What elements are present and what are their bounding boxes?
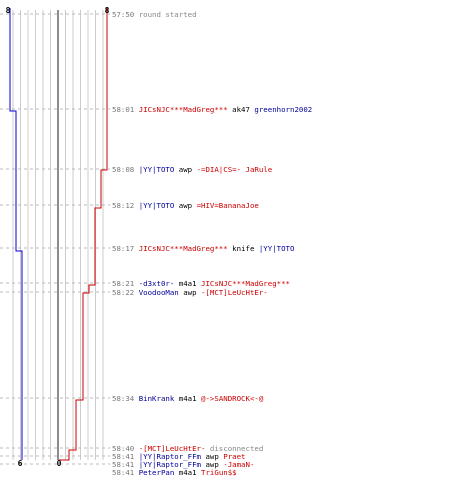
event-text: |YY|TOTO bbox=[138, 201, 175, 210]
event-text: m4a1 bbox=[174, 394, 202, 403]
event-text: -[MCT]LeUcHtEr- bbox=[138, 444, 206, 453]
event-text: ak47 bbox=[227, 105, 255, 114]
event-text: Praet bbox=[223, 452, 246, 461]
red-score-bottom: 0 bbox=[57, 459, 62, 468]
event-text: awp bbox=[174, 165, 197, 174]
event-time: 58:40 bbox=[112, 444, 139, 453]
event-text: TriGun$$ bbox=[201, 468, 237, 477]
event-row: 58:40 -[MCT]LeUcHtEr- disconnected bbox=[112, 445, 263, 453]
event-text: knife bbox=[227, 244, 259, 253]
event-text: -JamaN- bbox=[223, 460, 255, 469]
event-time: 58:41 bbox=[112, 460, 139, 469]
event-text: JICsNJC***MadGreg*** bbox=[201, 279, 291, 288]
team-score-graph: 8 8 6 0 bbox=[0, 6, 110, 468]
event-row: 58:41 |YY|Raptor_FFm awp Praet bbox=[112, 453, 246, 461]
event-text: awp bbox=[178, 288, 201, 297]
event-text: -[MCT]LeUcHtEr- bbox=[201, 288, 268, 297]
event-time: 58:08 bbox=[112, 165, 139, 174]
event-text: awp bbox=[201, 452, 224, 461]
event-time: 58:21 bbox=[112, 279, 139, 288]
event-text: BinKrank bbox=[138, 394, 175, 403]
red-score-top: 8 bbox=[105, 6, 110, 15]
event-time: 58:22 bbox=[112, 288, 139, 297]
blue-score-bottom: 6 bbox=[18, 459, 23, 468]
event-time: 58:01 bbox=[112, 105, 139, 114]
event-row: 58:12 |YY|TOTO awp =HIV=BananaJoe bbox=[112, 202, 259, 210]
event-text: JICsNJC***MadGreg*** bbox=[138, 105, 228, 114]
event-row: 58:17 JICsNJC***MadGreg*** knife |YY|TOT… bbox=[112, 245, 294, 253]
event-row: 58:01 JICsNJC***MadGreg*** ak47 greenhor… bbox=[112, 106, 312, 114]
event-row: 57:50 round started bbox=[112, 11, 197, 19]
event-text: m4a1 bbox=[174, 468, 202, 477]
event-time: 58:34 bbox=[112, 394, 139, 403]
event-text: |YY|Raptor_FFm bbox=[138, 452, 201, 461]
event-text: @->SANDROCK<-@ bbox=[201, 394, 264, 403]
event-row: 58:34 BinKrank m4a1 @->SANDROCK<-@ bbox=[112, 395, 263, 403]
blue-team-line bbox=[9, 8, 23, 460]
event-text: greenhorn2002 bbox=[254, 105, 313, 114]
event-text: -=DIA|CS=- JaRule bbox=[196, 165, 273, 174]
event-time: 58:41 bbox=[112, 452, 139, 461]
event-time: 58:17 bbox=[112, 244, 139, 253]
event-text: disconnected bbox=[205, 444, 264, 453]
event-row: 58:08 |YY|TOTO awp -=DIA|CS=- JaRule bbox=[112, 166, 272, 174]
event-time: 58:41 bbox=[112, 468, 139, 477]
event-row: 58:41 |YY|Raptor_FFm awp -JamaN- bbox=[112, 461, 254, 469]
event-text: PeterPan bbox=[138, 468, 175, 477]
event-text: |YY|TOTO bbox=[258, 244, 295, 253]
red-team-line bbox=[59, 8, 108, 461]
event-text: JICsNJC***MadGreg*** bbox=[138, 244, 228, 253]
event-row: 58:21 -d3xt0r- m4a1 JICsNJC***MadGreg*** bbox=[112, 280, 290, 288]
event-text: round started bbox=[138, 10, 197, 19]
event-time: 57:50 bbox=[112, 10, 139, 19]
blue-score-top: 8 bbox=[6, 6, 11, 15]
event-row-lines bbox=[0, 13, 110, 465]
event-row: 58:41 PeterPan m4a1 TriGun$$ bbox=[112, 469, 237, 477]
event-text: -d3xt0r- bbox=[138, 279, 175, 288]
event-text: |YY|Raptor_FFm bbox=[138, 460, 201, 469]
event-text: VoodooMan bbox=[138, 288, 179, 297]
event-text: |YY|TOTO bbox=[138, 165, 175, 174]
event-text: awp bbox=[174, 201, 197, 210]
event-text: =HIV=BananaJoe bbox=[196, 201, 259, 210]
event-row: 58:22 VoodooMan awp -[MCT]LeUcHtEr- bbox=[112, 289, 268, 297]
event-text: m4a1 bbox=[174, 279, 202, 288]
event-text: awp bbox=[201, 460, 224, 469]
event-time: 58:12 bbox=[112, 201, 139, 210]
grid-lines bbox=[12, 10, 104, 460]
